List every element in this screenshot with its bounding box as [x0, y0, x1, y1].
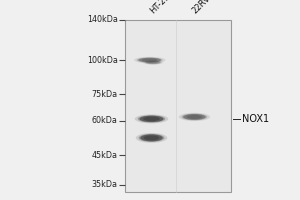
- Bar: [124, 20, 231, 192]
- Text: 100kDa: 100kDa: [87, 56, 118, 65]
- Ellipse shape: [138, 115, 165, 123]
- Ellipse shape: [140, 134, 163, 141]
- Ellipse shape: [146, 61, 160, 64]
- Text: NOX1: NOX1: [242, 114, 268, 124]
- Ellipse shape: [140, 116, 164, 122]
- Text: 35kDa: 35kDa: [92, 180, 118, 189]
- Ellipse shape: [144, 61, 162, 64]
- Ellipse shape: [142, 60, 164, 65]
- Text: 140kDa: 140kDa: [87, 16, 118, 24]
- Ellipse shape: [135, 114, 168, 123]
- Ellipse shape: [148, 61, 158, 64]
- Ellipse shape: [134, 57, 166, 63]
- Text: 75kDa: 75kDa: [92, 90, 118, 99]
- Ellipse shape: [139, 134, 164, 142]
- Ellipse shape: [183, 114, 206, 120]
- Ellipse shape: [182, 114, 207, 120]
- Text: HT-29: HT-29: [148, 0, 172, 15]
- Ellipse shape: [144, 135, 159, 140]
- Ellipse shape: [179, 113, 210, 121]
- Ellipse shape: [142, 58, 158, 62]
- Ellipse shape: [187, 115, 202, 119]
- Ellipse shape: [137, 57, 163, 63]
- Ellipse shape: [138, 58, 161, 62]
- Text: 22Rv1: 22Rv1: [190, 0, 215, 15]
- Ellipse shape: [136, 133, 167, 143]
- Ellipse shape: [143, 117, 160, 121]
- Text: 60kDa: 60kDa: [92, 116, 118, 125]
- Text: 45kDa: 45kDa: [92, 151, 118, 160]
